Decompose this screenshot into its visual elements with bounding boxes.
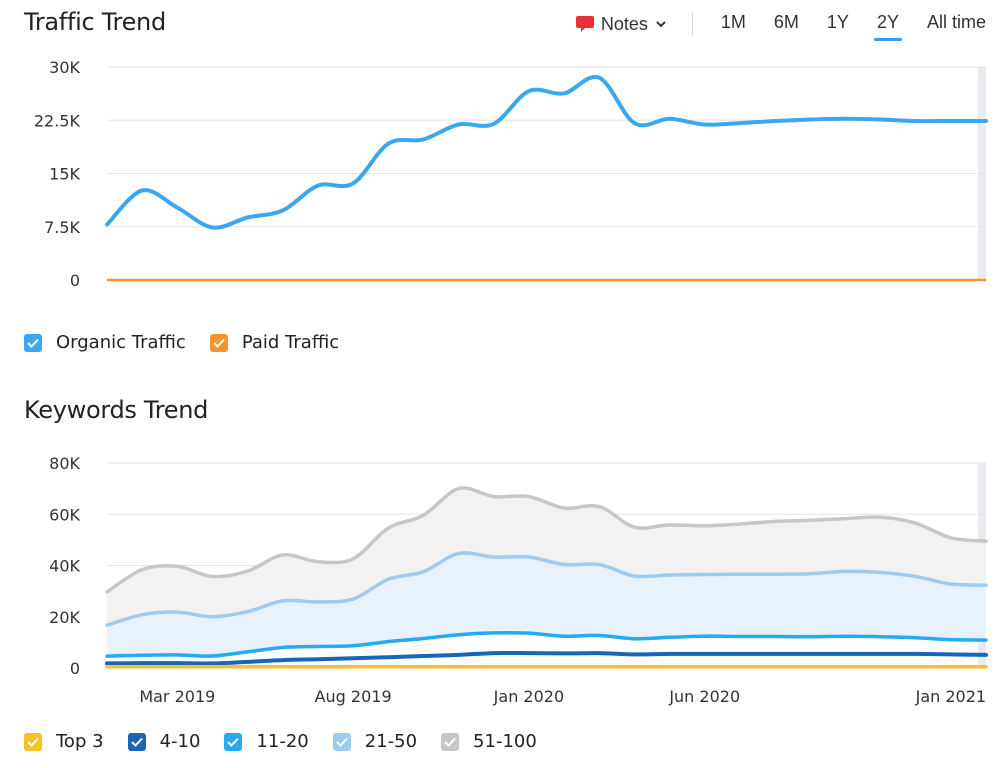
organic-traffic-checkbox[interactable] xyxy=(24,333,42,352)
legend-11-20-label: 11-20 xyxy=(256,731,309,752)
y-tick-label: 22.5K xyxy=(34,111,81,130)
x-tick-label: Jun 2020 xyxy=(668,687,740,706)
legend-4-10-label: 4-10 xyxy=(159,731,201,752)
pos-21-50-area xyxy=(107,552,986,657)
legend-11-20[interactable]: 11-20 xyxy=(224,731,309,752)
y-tick-label: 7.5K xyxy=(44,218,80,237)
legend-paid-traffic-label: Paid Traffic xyxy=(241,332,340,353)
pos-51-100-checkbox[interactable] xyxy=(441,732,460,751)
organic-traffic-line xyxy=(105,74,988,230)
keywords-trend-title: Keywords Trend xyxy=(24,396,209,424)
date-range-toolbar: Notes 1M 6M 1Y 2Y All time xyxy=(571,10,986,41)
traffic-legend: Organic Traffic Paid Traffic xyxy=(24,332,363,353)
pos-4-10-checkbox[interactable] xyxy=(127,732,146,751)
legend-4-10[interactable]: 4-10 xyxy=(127,731,201,752)
y-tick-label: 80K xyxy=(49,454,80,473)
x-tick-label: Mar 2019 xyxy=(139,687,215,706)
legend-paid-traffic[interactable]: Paid Traffic xyxy=(209,332,340,353)
y-tick-label: 0 xyxy=(70,659,80,678)
pos-11-20-line xyxy=(105,630,988,658)
y-tick-label: 15K xyxy=(49,165,80,184)
keywords-trend-chart[interactable]: 80K 60K 40K 20K 0 Mar 2019 Aug 2019 Jan 2020 Jun… xyxy=(0,0,1000,720)
legend-top-3[interactable]: Top 3 xyxy=(24,731,104,752)
pos-4-10-line xyxy=(105,650,988,666)
notes-button[interactable]: Notes xyxy=(571,14,672,35)
y-tick-label: 30K xyxy=(49,58,80,77)
y-tick-label: 0 xyxy=(70,271,80,290)
traffic-trend-title: Traffic Trend xyxy=(24,8,166,36)
x-tick-label: Jan 2020 xyxy=(493,687,564,706)
chevron-down-icon xyxy=(654,17,668,31)
legend-51-100-label: 51-100 xyxy=(473,731,537,752)
range-tab-1m[interactable]: 1M xyxy=(720,11,746,32)
range-tab-1y[interactable]: 1Y xyxy=(826,11,849,32)
keywords-legend: Top 3 4-10 11-20 21-50 51-100 xyxy=(24,731,561,752)
pos-21-50-checkbox[interactable] xyxy=(332,732,351,751)
legend-21-50[interactable]: 21-50 xyxy=(332,731,418,752)
range-tab-2y[interactable]: 2Y xyxy=(873,12,903,41)
legend-organic-traffic-label: Organic Traffic xyxy=(56,332,186,353)
legend-21-50-label: 21-50 xyxy=(364,731,418,752)
y-tick-label: 40K xyxy=(49,557,80,576)
x-tick-label: Jan 2021 xyxy=(915,687,986,706)
pos-11-20-checkbox[interactable] xyxy=(224,732,243,751)
y-tick-label: 20K xyxy=(49,608,80,627)
legend-top-3-label: Top 3 xyxy=(56,731,104,752)
range-tab-all-time[interactable]: All time xyxy=(926,11,986,32)
x-tick-label: Aug 2019 xyxy=(315,687,392,706)
y-tick-label: 60K xyxy=(49,505,80,524)
top-3-checkbox[interactable] xyxy=(24,732,42,751)
notes-label: Notes xyxy=(600,13,648,34)
legend-51-100[interactable]: 51-100 xyxy=(441,731,537,752)
traffic-trend-chart[interactable]: 30K 22.5K 15K 7.5K 0 xyxy=(0,0,1000,320)
pos-51-100-line xyxy=(105,486,988,594)
range-tab-6m[interactable]: 6M xyxy=(773,11,799,32)
notes-icon xyxy=(575,14,595,34)
pos-21-50-line xyxy=(105,551,988,627)
legend-organic-traffic[interactable]: Organic Traffic xyxy=(24,332,186,353)
paid-traffic-checkbox[interactable] xyxy=(209,333,228,352)
toolbar-divider xyxy=(691,13,693,35)
